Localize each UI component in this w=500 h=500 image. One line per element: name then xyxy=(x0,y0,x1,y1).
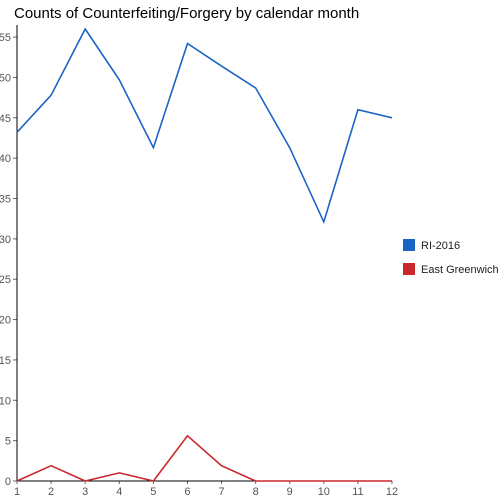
y-tick-label: 10 xyxy=(0,395,11,407)
series-line-ri-2016 xyxy=(16,27,393,225)
y-tick-label: 35 xyxy=(0,194,11,206)
y-tick-label: 45 xyxy=(0,113,11,125)
series-line-east-greenwich xyxy=(16,434,392,482)
chart-title: Counts of Counterfeiting/Forgery by cale… xyxy=(14,5,359,22)
y-tick-label: 15 xyxy=(0,355,11,367)
legend-swatch xyxy=(403,263,415,275)
x-tick-label: 3 xyxy=(82,486,88,498)
series-lines xyxy=(16,27,393,482)
y-tick-label: 20 xyxy=(0,315,11,327)
x-tick-label: 1 xyxy=(14,486,20,498)
x-axis-ticks: 1 2 3 4 5 6 7 8 9 10 11 12 xyxy=(14,481,398,498)
y-tick-label: 50 xyxy=(0,72,11,84)
x-tick-label: 6 xyxy=(184,486,190,498)
x-tick-label: 10 xyxy=(318,486,330,498)
x-tick-label: 9 xyxy=(287,486,293,498)
y-tick-label: 0 xyxy=(5,476,11,488)
x-tick-label: 4 xyxy=(116,486,122,498)
x-tick-label: 5 xyxy=(150,486,156,498)
y-tick-label: 30 xyxy=(0,234,11,246)
legend-label: RI-2016 xyxy=(421,240,460,252)
x-tick-label: 11 xyxy=(352,486,363,498)
x-tick-label: 8 xyxy=(253,486,259,498)
legend-label: East Greenwich xyxy=(421,264,499,276)
y-tick-label: 55 xyxy=(0,32,11,44)
x-tick-label: 2 xyxy=(48,486,54,498)
legend-swatch xyxy=(403,239,415,251)
y-tick-label: 5 xyxy=(5,436,11,448)
y-axis-ticks: 0 5 10 15 20 25 30 35 40 45 50 55 xyxy=(0,32,17,488)
axes xyxy=(16,25,392,482)
y-tick-label: 40 xyxy=(0,153,11,165)
y-tick-label: 25 xyxy=(0,274,11,286)
x-tick-label: 7 xyxy=(218,486,224,498)
legend: RI-2016 East Greenwich xyxy=(403,239,499,276)
x-tick-label: 12 xyxy=(386,486,398,498)
